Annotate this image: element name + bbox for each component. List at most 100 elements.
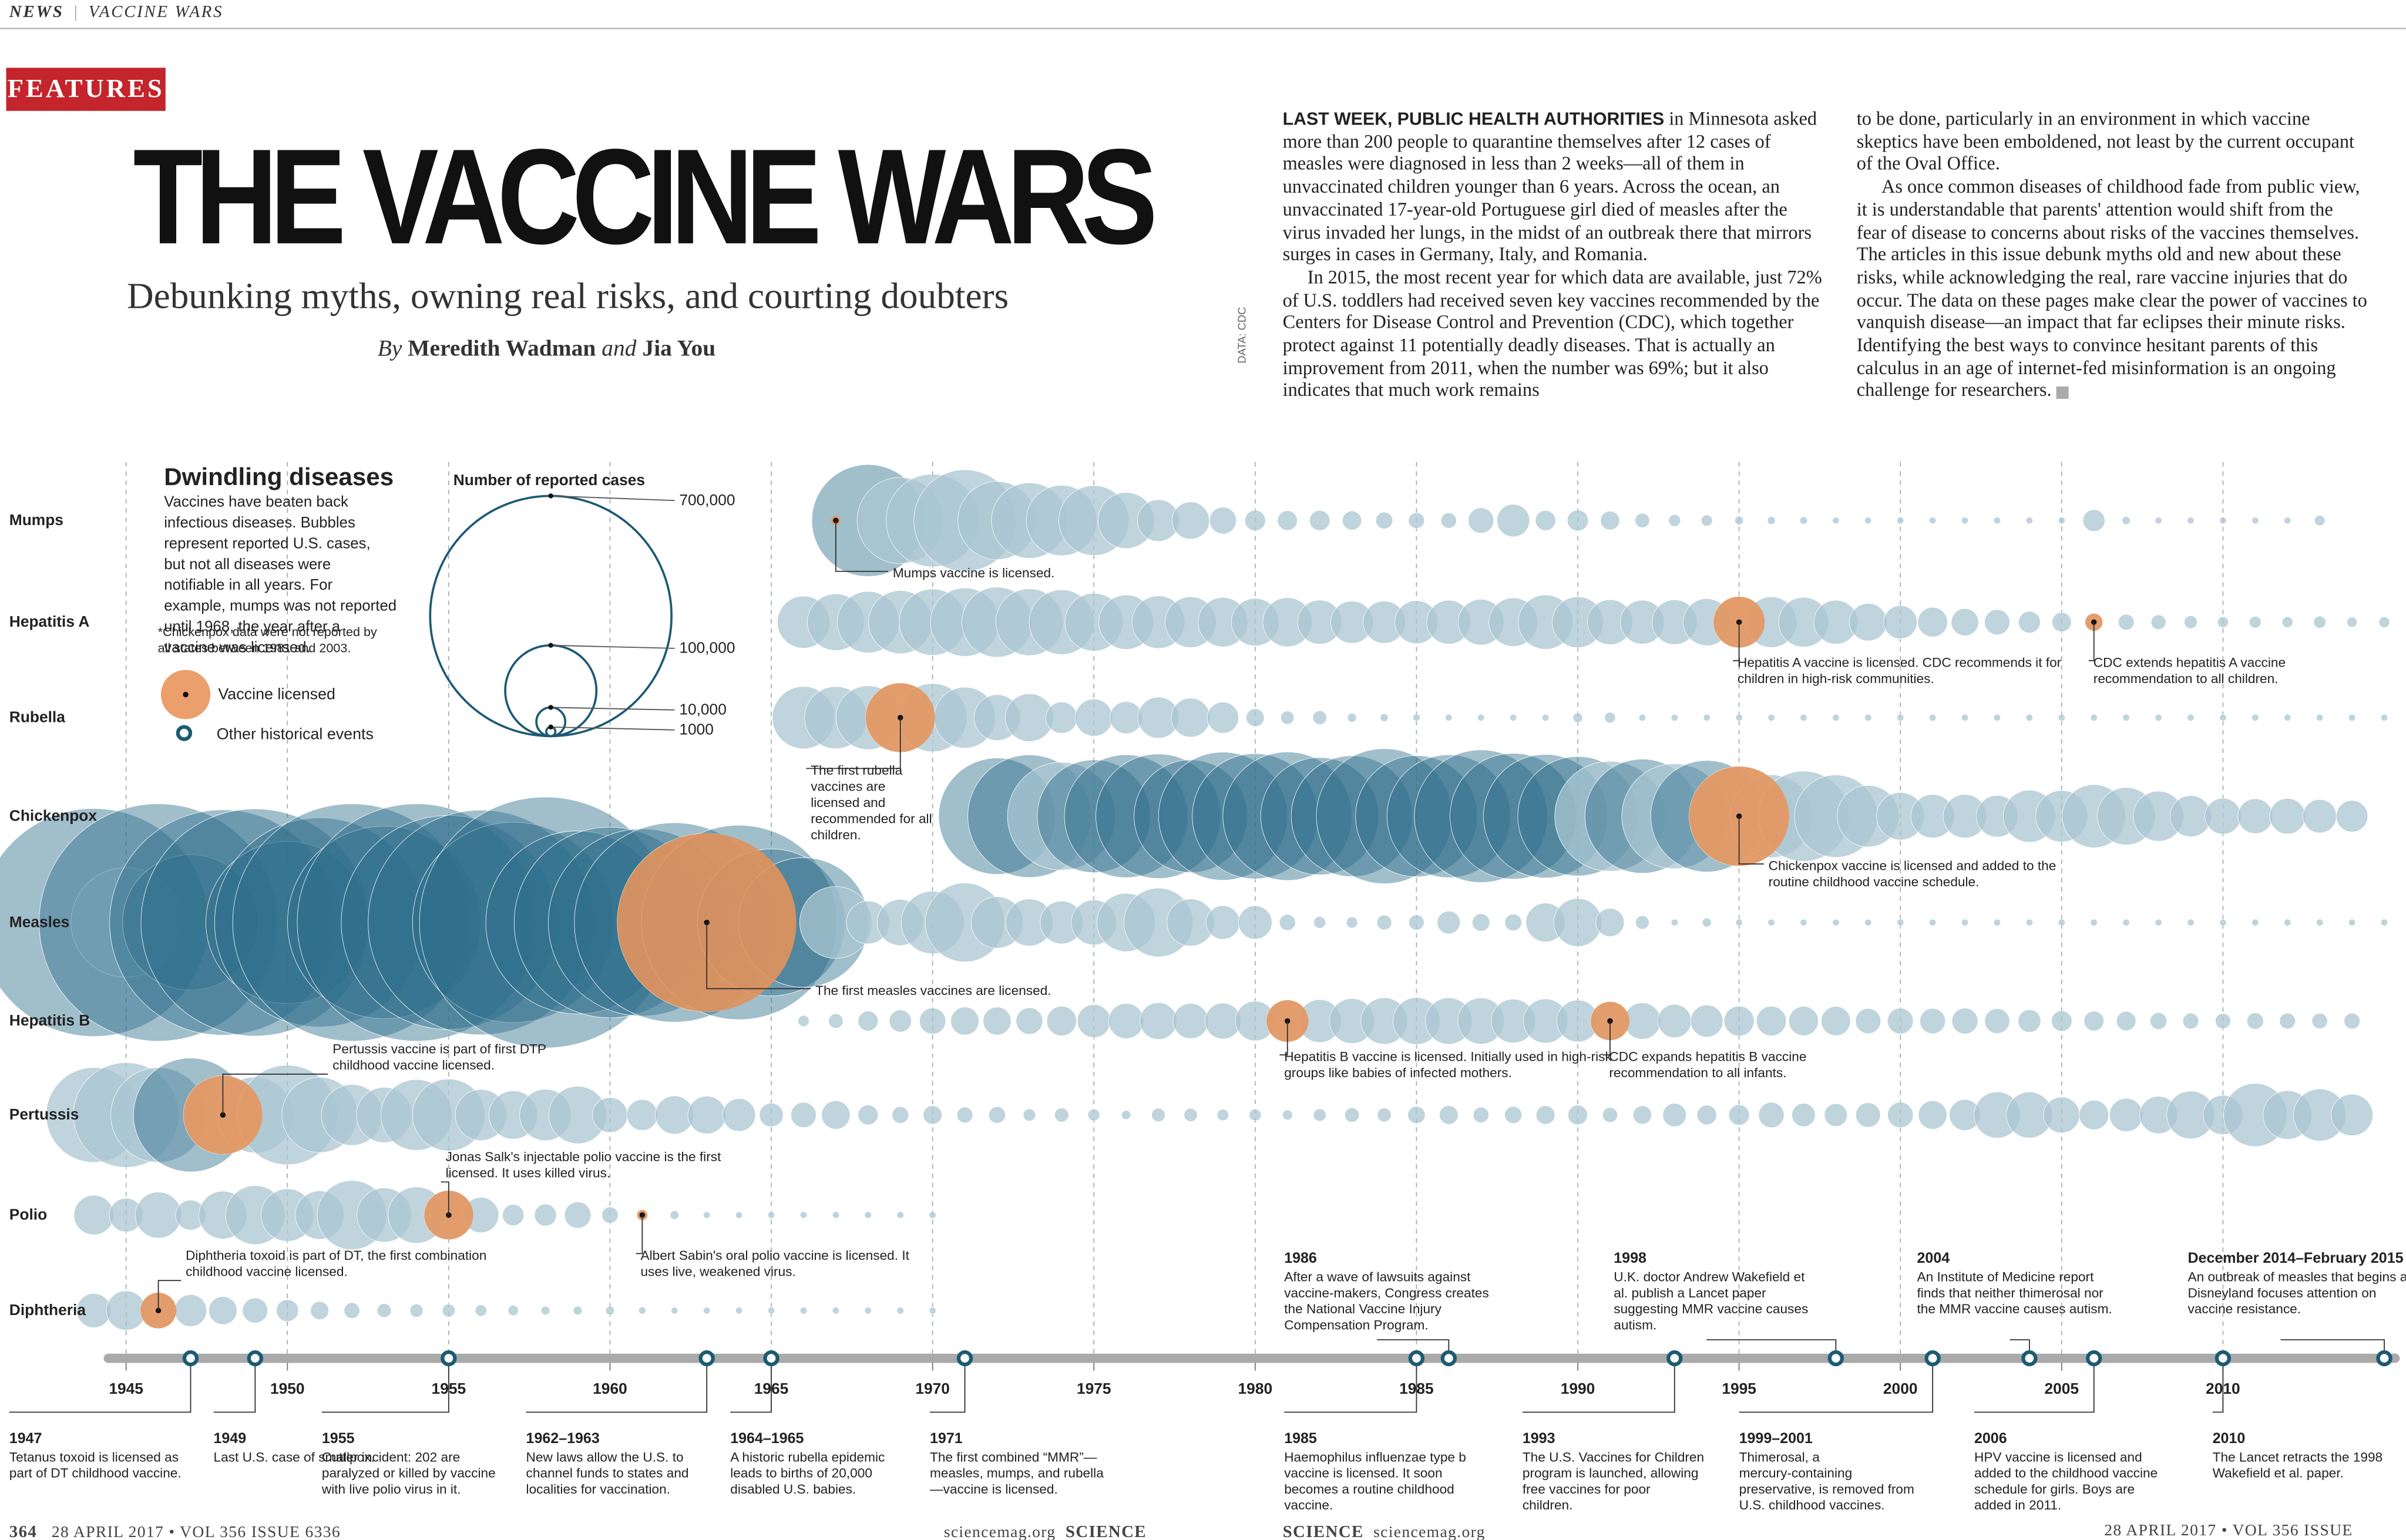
case-bubble xyxy=(1046,1006,1077,1036)
case-bubble xyxy=(1313,1108,1326,1122)
event-marker xyxy=(1408,1350,1425,1367)
case-bubble xyxy=(2284,714,2291,722)
case-bubble xyxy=(1535,1105,1555,1125)
footer-left: 364 28 APRIL 2017 • VOL 356 ISSUE 6336 xyxy=(9,1523,341,1540)
case-bubble xyxy=(73,1195,114,1235)
article-column-2: to be done, particularly in an environme… xyxy=(1857,108,2367,402)
case-bubble xyxy=(889,1010,912,1033)
case-bubble xyxy=(1920,1008,1946,1034)
case-bubble xyxy=(564,1201,592,1229)
case-bubble xyxy=(1864,714,1872,722)
axis-tick-label: 1970 xyxy=(915,1380,950,1397)
case-bubble xyxy=(1864,517,1872,524)
vaccine-annotation: Pertussis vaccine is part of first DTP ch… xyxy=(332,1041,546,1072)
historical-events: 1947 Tetanus toxoid is licensed as part of… xyxy=(9,1250,2406,1512)
case-bubble xyxy=(2058,517,2065,524)
event-marker xyxy=(956,1350,973,1367)
case-bubble xyxy=(2187,517,2195,524)
case-bubble xyxy=(1054,1107,1069,1122)
case-bubble xyxy=(1567,510,1589,532)
case-bubble xyxy=(1238,905,1272,940)
case-bubble xyxy=(1635,513,1650,528)
case-bubble xyxy=(1993,919,2001,926)
disease-label: Mumps xyxy=(9,511,63,529)
legend-footnote: *Chickenpox data were not reported by all… xyxy=(158,625,377,655)
event-title: 1947 xyxy=(9,1430,42,1447)
case-bubble xyxy=(2118,614,2135,631)
scale-label: 700,000 xyxy=(679,491,735,509)
case-bubble xyxy=(442,1304,456,1317)
case-bubble xyxy=(2314,515,2326,526)
legend-vaccine-dot xyxy=(183,691,189,698)
case-bubble xyxy=(1207,701,1239,734)
annotation-leader xyxy=(1279,1021,1288,1055)
axis-tick-label: 1995 xyxy=(1722,1380,1756,1397)
time-axis: 1945 1950 1955 1960 1965 1970 1975 1980 1985 1990… xyxy=(103,1353,2400,1397)
case-bubble xyxy=(1172,1003,1209,1039)
annotation-leader xyxy=(706,922,811,990)
article-col1-p2: In 2015, the most recent year for which … xyxy=(1282,266,1822,401)
scale-dot xyxy=(548,643,553,648)
annotation-leader xyxy=(2088,622,2095,661)
scale-leader xyxy=(550,707,675,711)
case-bubble xyxy=(1702,917,1712,927)
left-issue: 28 APRIL 2017 • VOL 356 ISSUE 6336 xyxy=(51,1524,341,1540)
case-bubble xyxy=(1951,1007,1978,1034)
case-bubble xyxy=(1344,1107,1360,1122)
case-bubble xyxy=(2155,714,2162,722)
section-header: NEWS | VACCINE WARS xyxy=(9,3,224,22)
case-bubble xyxy=(2116,1011,2136,1031)
case-bubble xyxy=(2025,517,2034,524)
event-text: A historic rubella epidemic leads to birt… xyxy=(730,1450,885,1496)
left-journal: SCIENCE xyxy=(1065,1523,1147,1540)
case-bubble xyxy=(1355,755,1478,877)
case-bubble xyxy=(1504,913,1522,932)
byline-by: By xyxy=(377,337,402,362)
article-lead: LAST WEEK, PUBLIC HEALTH AUTHORITIES xyxy=(1282,110,1665,130)
event-leader xyxy=(1706,1339,1837,1353)
case-bubble xyxy=(1023,1108,1036,1122)
event-text: Last U.S. case of smallpox. xyxy=(213,1450,374,1464)
case-bubble xyxy=(703,1307,711,1314)
case-bubble xyxy=(2269,798,2306,835)
case-bubble xyxy=(1386,754,1511,878)
case-bubble xyxy=(1624,1002,1661,1040)
case-bubble xyxy=(2155,919,2162,926)
case-bubble xyxy=(1342,510,1362,530)
event-text: An Institute of Medicine report finds tha… xyxy=(1917,1270,2112,1316)
case-bubble xyxy=(896,1307,904,1314)
case-bubble xyxy=(1849,603,1887,641)
event-leader xyxy=(1377,1339,1450,1353)
case-bubble xyxy=(209,1296,237,1325)
vaccine-dot xyxy=(1736,813,1742,819)
event-marker xyxy=(2021,1350,2038,1367)
event-marker xyxy=(763,1350,779,1367)
annotation-leader xyxy=(1733,622,1740,661)
case-bubble xyxy=(1282,1109,1293,1121)
case-bubble xyxy=(1799,516,1808,525)
vaccine-annotation: CDC extends hepatitis A vaccine recommend… xyxy=(2094,655,2286,685)
vaccine-annotations: Mumps vaccine is licensed. Hepatitis A va… xyxy=(140,516,2286,1329)
case-bubble xyxy=(1509,714,1517,722)
case-bubble xyxy=(1140,1002,1177,1040)
case-bubble xyxy=(858,1011,879,1031)
case-bubble xyxy=(1703,714,1711,722)
disease-label: Measles xyxy=(9,913,69,930)
case-bubble xyxy=(2348,919,2356,926)
event-title: 1964–1965 xyxy=(730,1430,804,1447)
case-bubble xyxy=(2122,714,2130,722)
vaccine-dot xyxy=(639,1212,646,1218)
event-text: Haemophilus influenzae type b vaccine is … xyxy=(1284,1450,1466,1512)
case-bubble xyxy=(2246,1012,2264,1030)
case-bubble xyxy=(1151,1108,1165,1122)
case-bubble xyxy=(1087,1108,1100,1121)
disease-labels: Mumps Hepatitis A Rubella Chickenpox Measles… xyxy=(9,511,98,1319)
event-leader xyxy=(1739,1364,1934,1413)
case-bubble xyxy=(1249,1108,1262,1121)
case-bubble xyxy=(1855,1008,1881,1034)
case-bubble xyxy=(1662,1103,1687,1127)
case-bubble xyxy=(2346,617,2358,628)
case-bubble xyxy=(1121,1110,1131,1120)
vaccine-annotation: The first measles vaccines are licensed. xyxy=(815,983,1051,998)
case-bubble xyxy=(1758,1102,1785,1128)
